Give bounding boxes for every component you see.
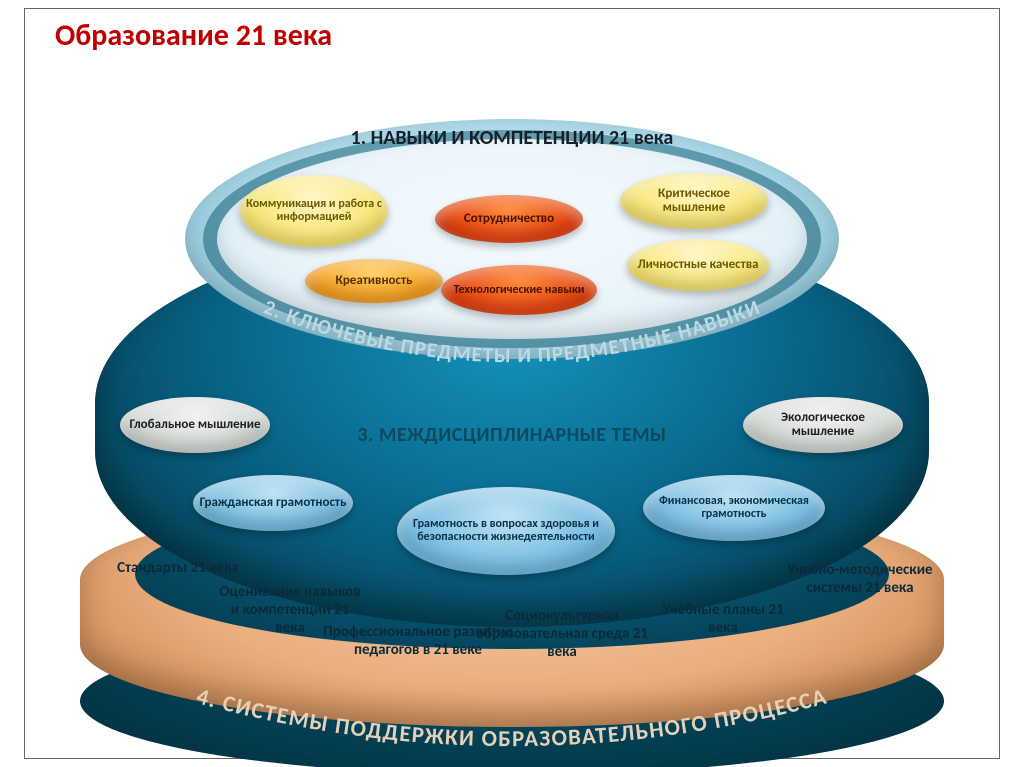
bubble-cooperation: Сотрудничество	[435, 195, 583, 243]
bubble-civic: Гражданская грамотность	[193, 475, 353, 531]
bubble-personal: Личностные качества	[627, 239, 769, 291]
bubble-communication: Коммуникация и работа с информацией	[240, 175, 388, 247]
bubble-global: Глобальное мышление	[120, 397, 270, 453]
bubble-finance: Финансовая, экономическая грамотность	[643, 475, 825, 541]
bubble-tech: Технологические навыки	[441, 265, 597, 315]
heading-1: 1. НАВЫКИ И КОМПЕТЕНЦИИ 21 века	[25, 127, 999, 149]
slide-frame: Образование 21 века 1. НАВЫКИ И КОМПЕТЕН…	[0, 0, 1024, 767]
support-method: Учебно-методические системы 21 века	[785, 561, 935, 597]
support-standards: Стандарты 21 века	[113, 559, 243, 577]
diagram-stage: 1. НАВЫКИ И КОМПЕТЕНЦИИ 21 века 3. МЕЖДИ…	[25, 67, 999, 758]
page-title: Образование 21 века	[55, 17, 332, 54]
bubble-critical: Критическое мышление	[620, 173, 768, 229]
support-plans: Учебные планы 21 века	[653, 601, 793, 637]
bubble-creativity: Креативность	[305, 259, 443, 303]
support-socio: Социокультурная образовательная среда 21…	[467, 607, 657, 661]
bubble-eco: Экологическое мышление	[743, 397, 903, 453]
slide-inner: Образование 21 века 1. НАВЫКИ И КОМПЕТЕН…	[24, 8, 1000, 759]
bubble-health: Грамотность в вопросах здоровья и безопа…	[397, 487, 615, 575]
